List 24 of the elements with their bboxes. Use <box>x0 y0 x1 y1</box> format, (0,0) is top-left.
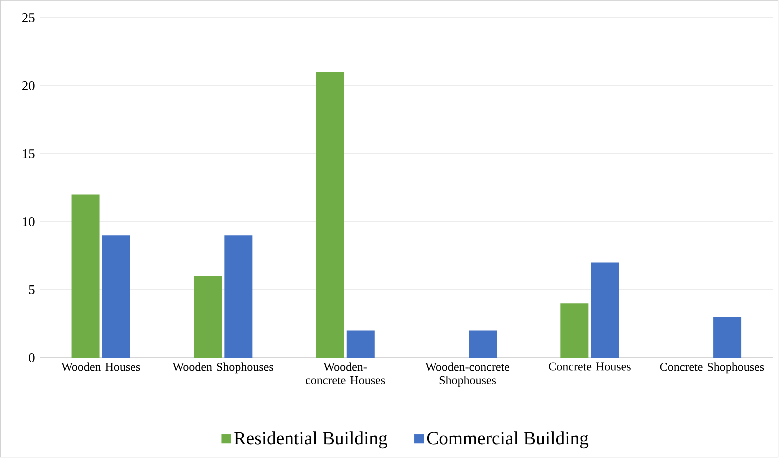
bar <box>72 194 100 358</box>
legend-label: Residential Building <box>234 432 388 449</box>
bar <box>102 236 130 358</box>
bar <box>469 330 498 358</box>
bar <box>224 236 253 358</box>
x-tick-label: Wooden-concrete Shophouses <box>426 362 510 387</box>
legend-label: Commercial Building <box>427 432 589 449</box>
bar <box>194 276 222 358</box>
y-tick-label: 20 <box>22 82 35 90</box>
y-tick-label: 10 <box>23 218 35 226</box>
x-tick-label: Concrete Shophouses <box>660 362 764 374</box>
x-tick-label: Wooden-concrete Houses <box>306 362 386 384</box>
x-tick-label: Concrete Houses <box>549 362 631 371</box>
bar <box>346 330 375 358</box>
y-tick-label: 25 <box>22 14 35 22</box>
bar <box>591 262 620 358</box>
x-tick-label: Wooden Houses <box>62 362 140 372</box>
bar <box>714 317 742 358</box>
y-tick-label: 0 <box>29 354 35 362</box>
y-tick-label: 5 <box>29 286 35 294</box>
y-tick-label: 15 <box>23 150 35 158</box>
x-tick-label: Wooden Shophouses <box>172 362 274 374</box>
bar <box>316 72 344 358</box>
bar <box>560 304 589 358</box>
